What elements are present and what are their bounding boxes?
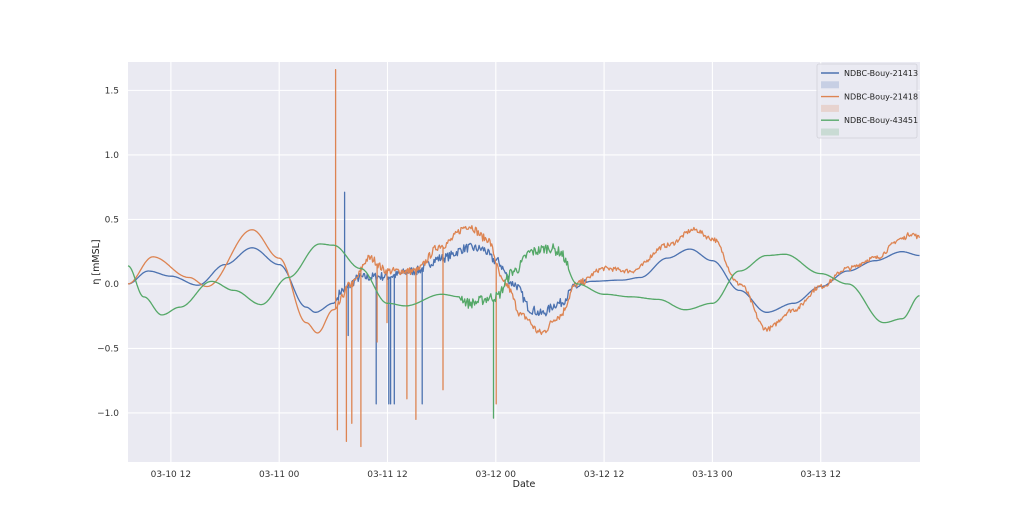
x-tick-label: 03-12 00: [476, 470, 517, 480]
legend-frame: [816, 63, 918, 139]
plot-background: [128, 62, 920, 462]
x-tick-label: 03-12 12: [584, 470, 624, 480]
legend: NDBC-Bouy-21413 NDBC-Bouy-21418 NDBC-Bouy-…: [816, 63, 918, 139]
x-axis-label: Date: [513, 479, 536, 490]
y-axis-label: η [mMSL]: [91, 239, 102, 284]
x-tick-label: 03-13 00: [692, 470, 733, 480]
legend-label: NDBC-Bouy-43451: [844, 116, 918, 125]
x-tick-label: 03-11 12: [367, 470, 407, 480]
y-tick-label: 0.5: [105, 215, 119, 225]
legend-label: NDBC-Bouy-21418: [844, 93, 918, 102]
x-tick-label: 03-11 00: [259, 470, 300, 480]
y-tick-label: 0.0: [105, 280, 120, 290]
legend-patch-swatch: [821, 104, 839, 112]
y-tick-label: 1.0: [105, 151, 120, 161]
legend-patch-swatch: [821, 128, 839, 136]
legend-patch-swatch: [821, 81, 839, 89]
y-tick-label: 1.5: [105, 86, 119, 96]
tick-labels: 03-10 12 03-11 00 03-11 12 03-12 00 03-12 12…: [97, 86, 841, 480]
series-layer: [127, 69, 921, 448]
grid: [128, 62, 920, 462]
y-tick-label: −1.0: [97, 409, 119, 419]
y-tick-label: −0.5: [97, 344, 119, 354]
x-tick-label: 03-10 12: [151, 470, 191, 480]
series-line-ndbc-bouy-43451: [127, 243, 920, 419]
series-line-ndbc-bouy-21418: [127, 69, 921, 448]
legend-label: NDBC-Bouy-21413: [844, 69, 918, 78]
series-line-ndbc-bouy-21413: [128, 191, 920, 405]
x-tick-label: 03-13 12: [800, 470, 840, 480]
